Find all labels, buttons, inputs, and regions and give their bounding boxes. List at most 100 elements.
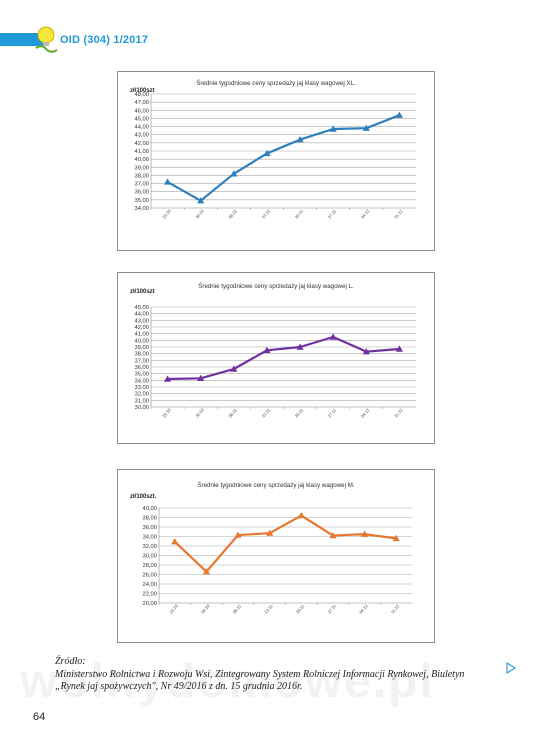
data-point [297,512,305,519]
x-tick-label: 04.12 [360,208,371,220]
data-point [202,568,211,575]
x-tick-label: 27.11 [327,603,338,615]
y-tick-label: 22,00 [142,592,157,598]
chart-m-eggs: Średnie tygodniowe ceny sprzedaży jaj kl… [117,469,435,643]
data-point [230,170,238,177]
x-tick-label: 27.11 [327,208,338,220]
y-tick-label: 34,00 [142,535,157,541]
y-tick-label: 37,00 [134,182,149,188]
data-point [263,346,271,354]
y-tick-label: 32,00 [142,544,157,550]
data-point [266,529,274,536]
y-tick-label: 31,00 [134,398,149,404]
x-tick-label: 11.12 [390,603,401,615]
data-point [395,111,404,118]
y-tick-label: 34,00 [134,206,149,212]
y-tick-label: 38,00 [142,516,157,522]
y-tick-label: 30,00 [134,405,149,411]
y-tick-label: 47,00 [134,100,149,106]
x-tick-label: 13.11 [261,208,272,220]
lightbulb-logo-icon [35,26,58,53]
x-tick-label: 30.10 [200,603,211,615]
series-line [167,335,400,381]
y-tick-label: 40,00 [142,506,157,512]
y-tick-label: 41,00 [134,149,149,155]
series-line [174,514,397,573]
y-tick-label: 34,00 [134,378,149,384]
chart-xl-svg: Średnie tygodniowe ceny sprzedaży jaj kl… [130,79,416,220]
y-tick-label: 20,00 [142,601,157,607]
x-tick-label: 20.11 [294,407,305,419]
chart-l-svg: Średnie tygodniowe ceny sprzedaży jaj kl… [130,282,416,419]
data-point [392,534,400,542]
x-tick-label: 20.11 [294,208,305,220]
data-point [362,348,370,355]
data-point [329,333,337,340]
header-accent-bar [0,33,44,46]
data-point [329,531,337,539]
x-tick-label: 23.10 [161,208,172,220]
x-tick-label: 23.10 [161,407,172,419]
y-tick-label: 46,00 [134,108,149,114]
y-tick-label: 26,00 [142,573,157,579]
y-tick-label: 35,00 [134,198,149,204]
page-number: 64 [33,711,46,723]
y-tick-label: 39,00 [134,165,149,171]
source-note: Źródło: Ministerstwo Rolnictwa i Rozwoju… [55,656,475,694]
y-tick-label: 42,00 [134,325,149,331]
chart-title: Średnie tygodniowe ceny sprzedaży jaj kl… [196,79,356,87]
y-tick-label: 36,00 [134,365,149,371]
y-tick-label: 43,00 [134,318,149,324]
y-tick-label: 48,00 [134,92,149,98]
y-axis-label: zł/100szt [130,88,155,94]
series-line [167,114,400,202]
y-tick-label: 39,00 [134,345,149,351]
data-point [263,149,271,157]
data-point [230,365,238,372]
source-line-2: „Rynek jaj spożywczych", Nr 49/2016 z dn… [55,681,303,692]
watermark: wolnydomowe.pl [20,655,435,708]
y-tick-label: 35,00 [134,372,149,378]
data-point [197,197,205,204]
x-tick-label: 04.12 [360,407,371,419]
x-tick-label: 30.10 [194,407,205,419]
y-tick-label: 38,00 [134,173,149,179]
y-tick-label: 33,00 [134,385,149,391]
x-tick-label: 11.12 [393,407,404,419]
y-tick-label: 41,00 [134,332,149,338]
x-tick-label: 04.12 [358,603,369,615]
data-point [296,136,304,143]
journal-issue-label: OID (304) 1/2017 [60,34,149,46]
chart-l-eggs: Średnie tygodniowe ceny sprzedaży jaj kl… [117,272,435,444]
source-line-1: Ministerstwo Rolnictwa i Rozwoju Wsi, Zi… [55,668,465,680]
y-tick-label: 30,00 [142,554,157,560]
source-label: Źródło: [55,656,86,667]
x-tick-label: 11.12 [393,208,404,220]
data-point [234,531,242,538]
chart-title: Średnie tygodniowe ceny sprzedaży jaj kl… [197,481,354,489]
x-tick-label: 13.11 [263,603,274,615]
y-tick-label: 43,00 [134,133,149,139]
play-arrow-icon[interactable] [499,662,516,674]
y-tick-label: 32,00 [134,392,149,398]
x-tick-label: 30.10 [194,208,205,220]
y-tick-label: 28,00 [142,563,157,569]
y-tick-label: 36,00 [134,190,149,196]
y-tick-label: 42,00 [134,141,149,147]
data-point [197,374,205,382]
y-tick-label: 45,00 [134,116,149,122]
chart-xl-eggs: Średnie tygodniowe ceny sprzedaży jaj kl… [117,71,435,251]
y-tick-label: 37,00 [134,358,149,364]
data-point [395,345,404,352]
y-axis-label: zł/100szt. [130,494,157,500]
y-tick-label: 40,00 [134,157,149,163]
data-point [163,178,172,185]
chart-m-svg: Średnie tygodniowe ceny sprzedaży jaj kl… [130,481,412,615]
y-tick-label: 24,00 [142,582,157,588]
x-tick-label: 13.11 [261,407,272,419]
y-tick-label: 38,00 [134,352,149,358]
data-point [362,124,370,131]
x-tick-label: 27.11 [327,407,338,419]
data-point [171,538,179,545]
x-tick-label: 20.11 [295,603,306,615]
